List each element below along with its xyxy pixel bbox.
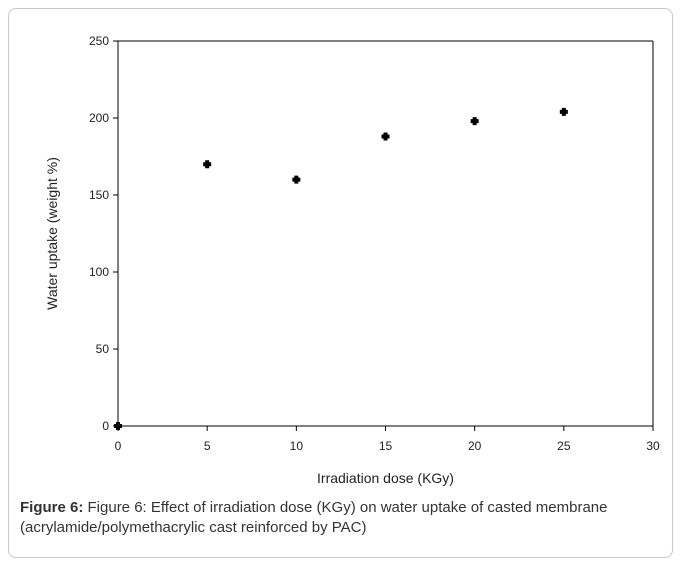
x-tick-label: 0 (115, 439, 122, 453)
plot-area (117, 40, 654, 427)
y-tick-label: 200 (89, 111, 109, 125)
figure-caption: Figure 6: Figure 6: Effect of irradiatio… (20, 498, 660, 538)
data-points (114, 107, 568, 430)
caption-text: Figure 6: Effect of irradiation dose (KG… (20, 499, 608, 536)
y-tick-label: 250 (89, 34, 109, 48)
data-point (203, 160, 212, 169)
data-point (381, 132, 390, 141)
figure-frame (8, 8, 673, 558)
x-tick-label: 30 (646, 439, 660, 453)
x-tick-label: 5 (204, 439, 211, 453)
y-tick-label: 0 (102, 419, 109, 433)
y-tick-label: 50 (96, 342, 110, 356)
x-tick-label: 15 (379, 439, 393, 453)
data-point (292, 175, 301, 184)
caption-label: Figure 6: (20, 499, 84, 516)
y-axis-ticks: 0 50 100 150 200 250 (89, 34, 118, 433)
x-tick-label: 10 (290, 439, 304, 453)
data-point (559, 107, 568, 116)
x-tick-label: 20 (468, 439, 482, 453)
data-point (114, 422, 122, 430)
x-tick-label: 25 (557, 439, 571, 453)
x-axis-title: Irradiation dose (KGy) (317, 470, 454, 486)
scatter-chart: 0 50 100 150 200 250 0 5 10 15 20 25 30 Irradiation… (44, 34, 660, 486)
y-tick-label: 100 (89, 265, 109, 279)
y-axis-title: Water uptake (weight %) (44, 157, 60, 310)
data-point (470, 117, 479, 126)
x-axis-ticks: 0 5 10 15 20 25 30 (115, 426, 660, 453)
y-tick-label: 150 (89, 188, 109, 202)
